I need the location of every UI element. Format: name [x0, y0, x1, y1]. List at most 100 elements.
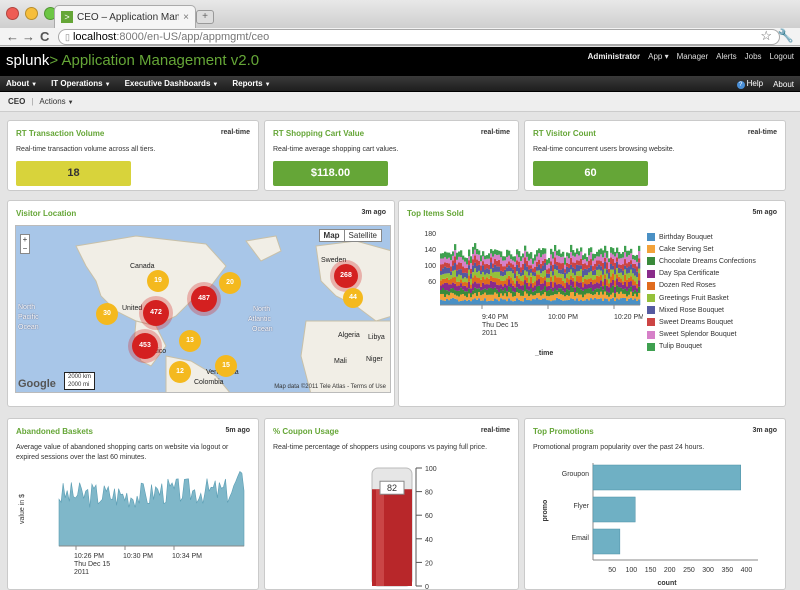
area-segment-cake-serving-set [536, 293, 539, 298]
area-segment-cake-serving-set [580, 294, 583, 300]
map-cluster-marker[interactable]: 19 [147, 270, 169, 292]
map-cluster-marker[interactable]: 268 [334, 264, 358, 288]
minimize-window-button[interactable] [25, 7, 38, 20]
legend-item[interactable]: Day Spa Certificate [647, 268, 756, 280]
visitor-map[interactable]: +− Map Satellite Canada United Mexico Ve… [15, 225, 391, 393]
area-segment-day-spa-certificate [506, 285, 509, 292]
area-segment-chocolate-dreams-confections [566, 289, 569, 296]
zoom-in-button[interactable]: + [22, 235, 28, 244]
map-cluster-marker[interactable]: 472 [143, 300, 169, 326]
map-cluster-marker[interactable]: 15 [215, 355, 237, 377]
legend-item[interactable]: Sweet Splendor Bouquet [647, 329, 756, 341]
forward-button[interactable]: → [22, 29, 35, 44]
app-logo[interactable]: splunk> Application Management v2.0 [6, 52, 259, 69]
area-segment-mixed-rose-bouquet [566, 266, 569, 274]
single-value: $118.00 [273, 161, 388, 186]
area-segment-sweet-splendor-bouquet [456, 259, 459, 265]
address-bar[interactable]: ▯ localhost:8000/en-US/app/appmgmt/ceo [58, 29, 780, 45]
area-segment-chocolate-dreams-confections [628, 288, 631, 295]
area-segment-sweet-splendor-bouquet [602, 257, 605, 263]
legend-item[interactable]: Mixed Rose Bouquet [647, 304, 756, 316]
header-link-app[interactable]: App ▾ [648, 52, 669, 61]
zoom-out-button[interactable]: − [22, 244, 28, 253]
abandoned-baskets-chart[interactable]: value in $ 10:26 PM Thu Dec 15 2011 10:30 PM… [14, 465, 254, 587]
area-segment-dozen-red-roses [478, 278, 481, 284]
map-type-map-button[interactable]: Map [323, 231, 340, 240]
area-segment-chocolate-dreams-confections [598, 288, 601, 295]
legend-item[interactable]: Tulip Bouquet [647, 341, 756, 353]
area-segment-mixed-rose-bouquet [548, 273, 551, 278]
area-segment-greetings-fruit-basket [474, 268, 477, 276]
map-attribution[interactable]: Map data ©2011 Tele Atlas - Terms of Use [274, 384, 386, 390]
legend-item[interactable]: Birthday Bouquet [647, 231, 756, 243]
legend-item[interactable]: Sweet Dreams Bouquet [647, 316, 756, 328]
header-link-jobs[interactable]: Jobs [744, 52, 762, 61]
legend-item[interactable]: Greetings Fruit Basket [647, 292, 756, 304]
area-segment-cake-serving-set [540, 295, 543, 300]
area-segment-dozen-red-roses [464, 282, 467, 286]
top-items-chart[interactable]: 180 140 100 60 9:40 PM Thu Dec 15 2011 10:00 PM… [398, 225, 643, 365]
wrench-menu-icon[interactable]: 🔧 [777, 28, 794, 43]
area-segment-sweet-dreams-bouquet [564, 269, 567, 273]
area-segment-birthday-bouquet [582, 300, 585, 305]
actions-menu[interactable]: Actions ▼ [39, 97, 73, 106]
legend-item[interactable]: Dozen Red Roses [647, 280, 756, 292]
map-cluster-marker[interactable]: 453 [132, 333, 158, 359]
new-tab-button[interactable]: + [196, 10, 214, 24]
area-segment-sweet-splendor-bouquet [480, 261, 483, 266]
browser-tab[interactable]: > CEO – Application Manageme... × [54, 5, 196, 28]
legend-swatch [647, 269, 655, 278]
area-segment-birthday-bouquet [550, 301, 553, 305]
area-segment-sweet-dreams-bouquet [612, 258, 615, 266]
close-window-button[interactable] [6, 7, 19, 20]
area-segment-mixed-rose-bouquet [562, 268, 565, 275]
menu-executive-dashboards[interactable]: Executive Dashboards ▼ [125, 79, 219, 88]
area-segment-birthday-bouquet [490, 300, 493, 305]
area-segment-day-spa-certificate [504, 284, 507, 288]
area-segment-sweet-splendor-bouquet [548, 263, 551, 269]
map-cluster-marker[interactable]: 30 [96, 303, 118, 325]
about-link[interactable]: About [773, 79, 794, 89]
area-segment-dozen-red-roses [600, 275, 603, 281]
area-segment-birthday-bouquet [536, 297, 539, 305]
bookmark-star-icon[interactable]: ☆ [760, 28, 772, 43]
area-segment-cake-serving-set [458, 296, 461, 302]
menu-it-operations[interactable]: IT Operations ▼ [51, 79, 111, 88]
area-segment-cake-serving-set [526, 293, 529, 301]
map-type-satellite-button[interactable]: Satellite [343, 230, 381, 241]
area-segment-sweet-splendor-bouquet [624, 252, 627, 260]
header-link-alerts[interactable]: Alerts [716, 52, 737, 61]
map-cluster-marker[interactable]: 44 [343, 288, 363, 308]
area-segment-greetings-fruit-basket [534, 276, 537, 282]
menu-about[interactable]: About ▼ [6, 79, 37, 88]
area-segment-tulip-bouquet [444, 251, 447, 258]
header-link-manager[interactable]: Manager [676, 52, 709, 61]
area-segment-tulip-bouquet [628, 250, 631, 256]
back-button[interactable]: ← [6, 29, 19, 44]
area-segment-sweet-splendor-bouquet [600, 254, 603, 262]
area-segment-chocolate-dreams-confections [536, 286, 539, 294]
map-cluster-marker[interactable]: 13 [179, 330, 201, 352]
map-cluster-marker[interactable]: 20 [219, 272, 241, 294]
reload-button[interactable]: C [40, 29, 50, 44]
top-promotions-chart[interactable]: Groupon Flyer Email 50 100 150 200 250 300 350 400… [530, 458, 780, 590]
area-segment-day-spa-certificate [550, 281, 553, 289]
area-segment-dozen-red-roses [594, 279, 597, 284]
area-segment-chocolate-dreams-confections [472, 290, 475, 295]
map-cluster-marker[interactable]: 12 [169, 361, 191, 383]
legend-item[interactable]: Cake Serving Set [647, 243, 756, 255]
area-segment-tulip-bouquet [620, 253, 623, 259]
map-cluster-marker[interactable]: 487 [191, 286, 217, 312]
bar-groupon [592, 464, 741, 491]
area-segment-mixed-rose-bouquet [556, 265, 559, 271]
area-segment-birthday-bouquet [504, 299, 507, 305]
menu-reports[interactable]: Reports ▼ [232, 79, 270, 88]
map-label-ocean-north: North [253, 306, 271, 313]
area-segment-birthday-bouquet [482, 300, 485, 305]
area-segment-mixed-rose-bouquet [628, 266, 631, 273]
area-segment-greetings-fruit-basket [592, 275, 595, 280]
legend-item[interactable]: Chocolate Dreams Confections [647, 255, 756, 267]
tab-close-icon[interactable]: × [183, 11, 189, 23]
help-link[interactable]: ? Help [736, 79, 763, 89]
header-link-logout[interactable]: Logout [769, 52, 794, 61]
